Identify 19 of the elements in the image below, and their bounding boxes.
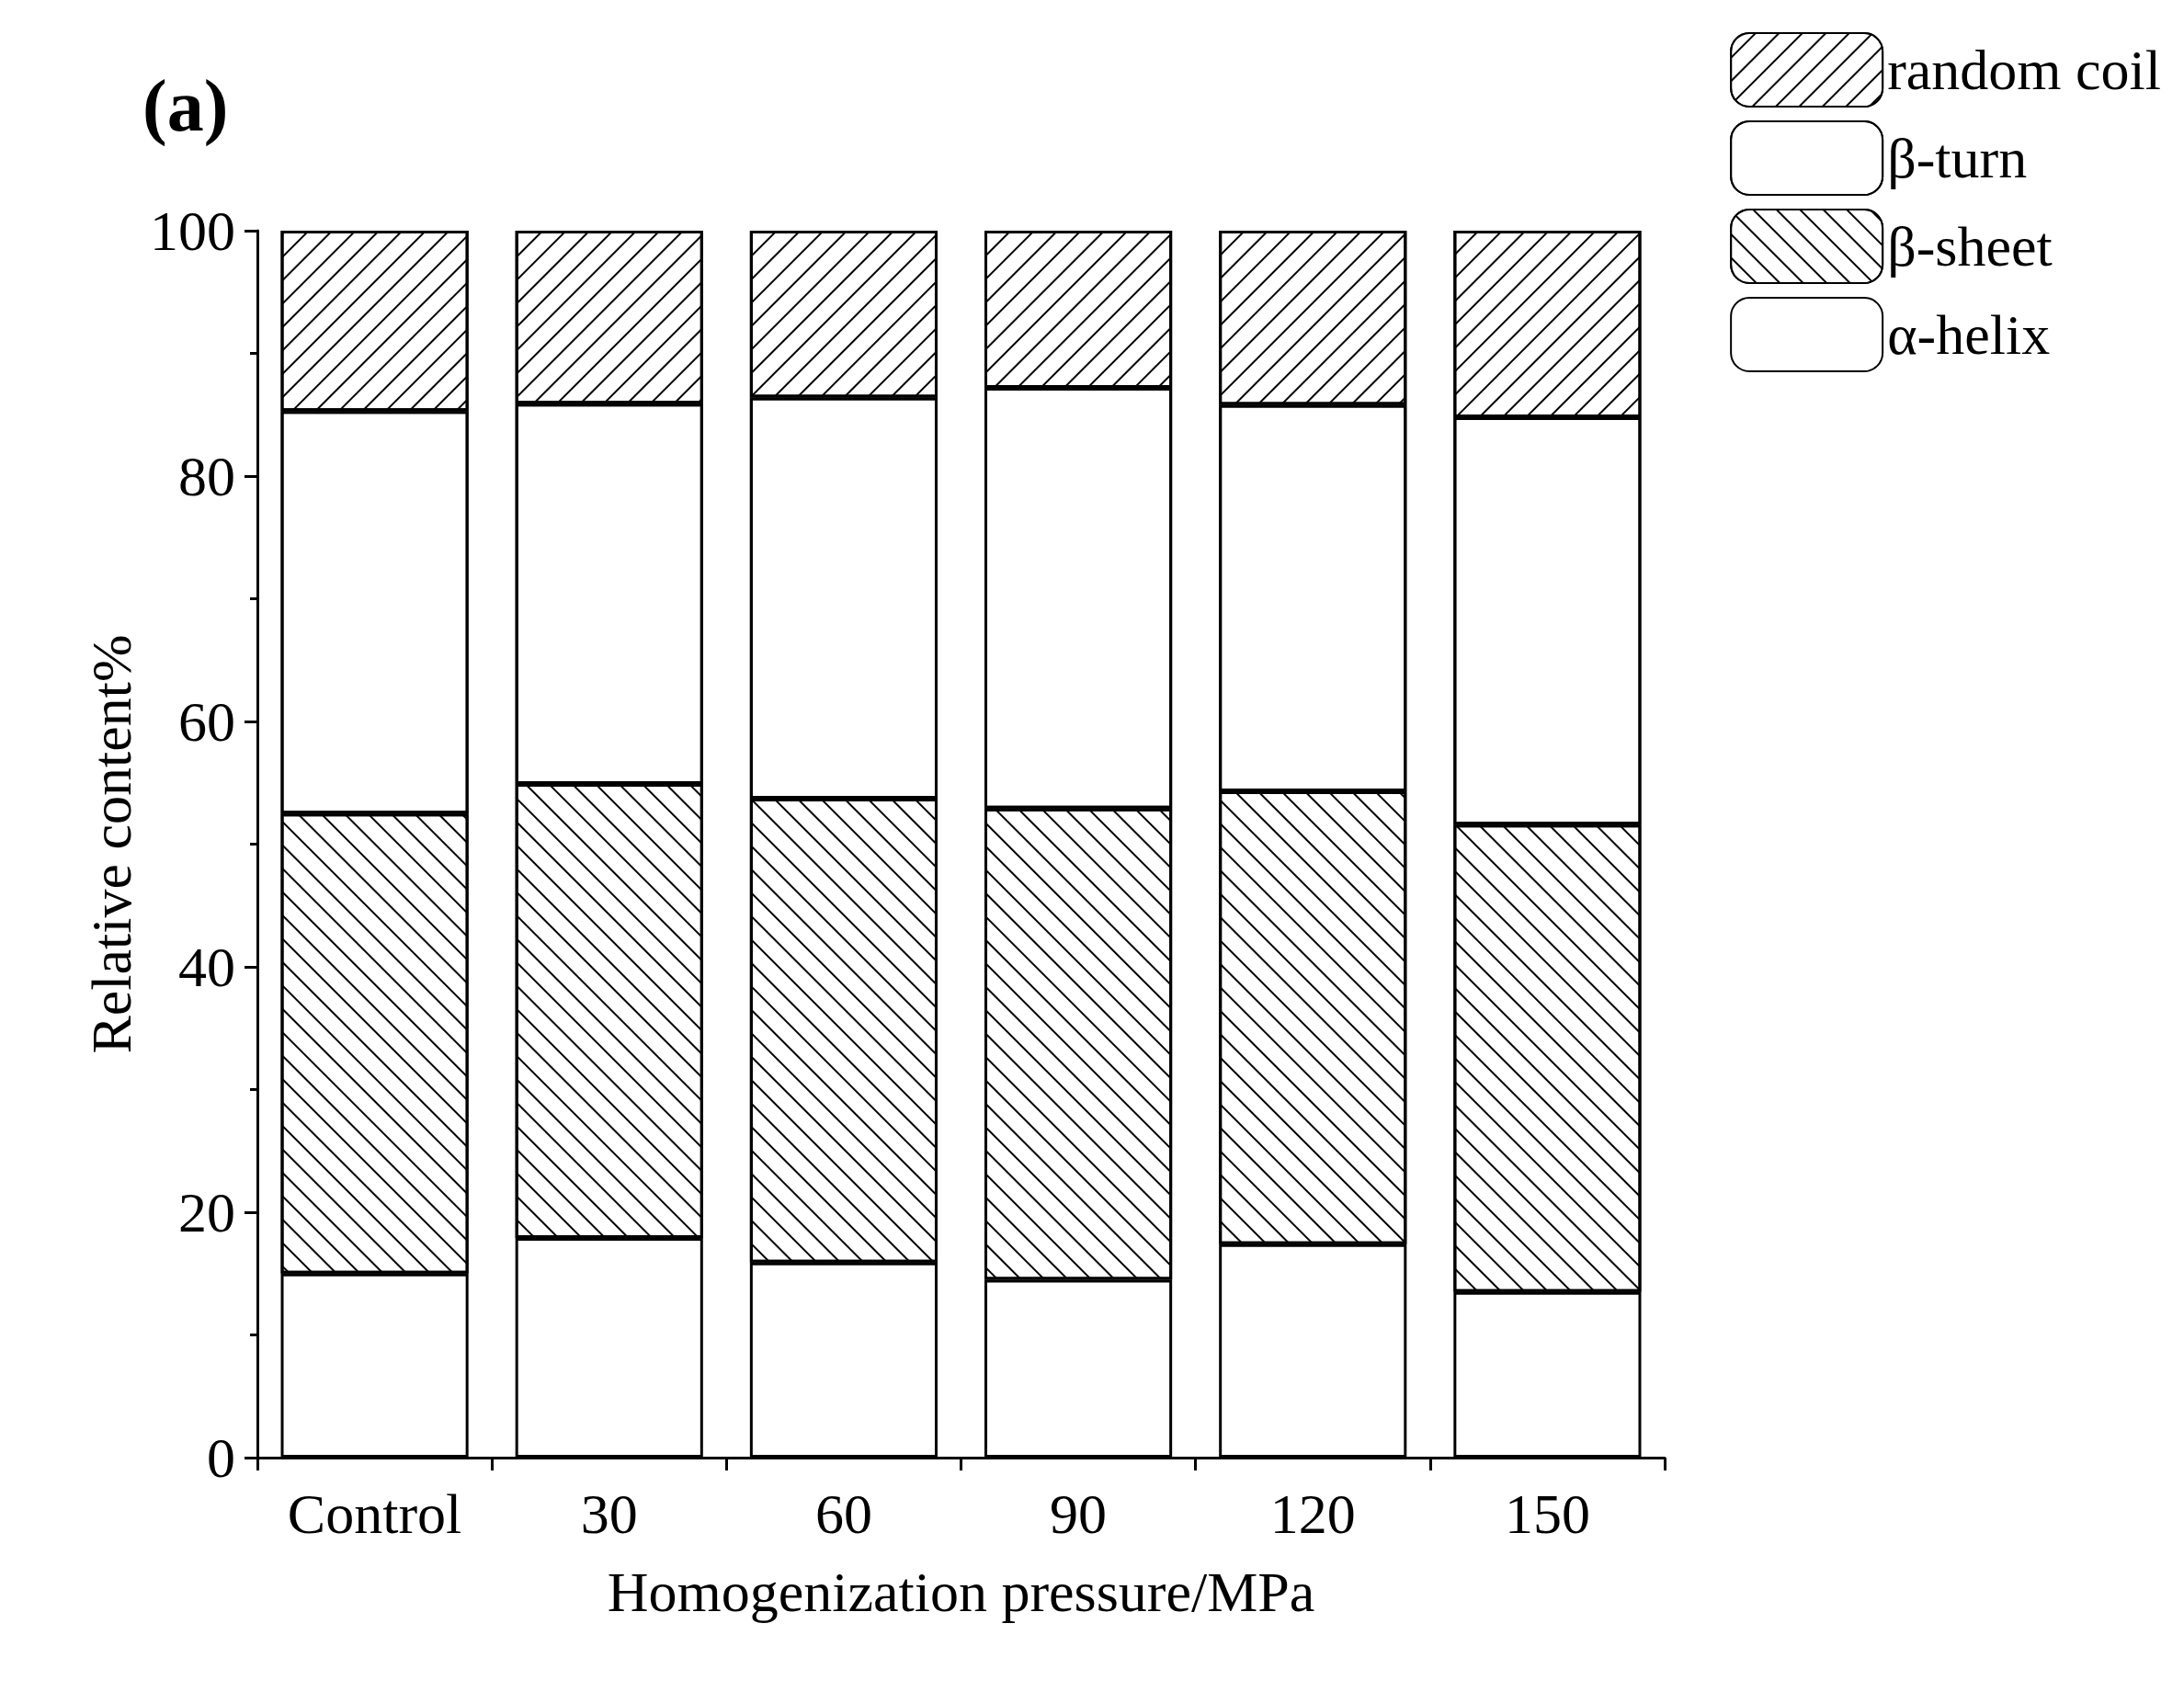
x-tick-label: 120 bbox=[1269, 1482, 1356, 1545]
legend-label: β-turn bbox=[1887, 127, 2028, 189]
x-tick-label: 60 bbox=[814, 1482, 872, 1545]
x-axis-title: Homogenization pressure/MPa bbox=[607, 1561, 1315, 1623]
legend-label: random coil bbox=[1887, 39, 2162, 101]
y-tick-label: 60 bbox=[178, 690, 235, 753]
legend-label: α-helix bbox=[1887, 303, 2051, 366]
y-tick-label: 80 bbox=[178, 445, 235, 507]
y-tick-label: 40 bbox=[178, 936, 235, 998]
y-tick-label: 0 bbox=[207, 1426, 235, 1489]
x-tick-label: 30 bbox=[580, 1482, 638, 1545]
y-axis-title: Relative content% bbox=[80, 634, 143, 1054]
legend-label: β-sheet bbox=[1887, 215, 2053, 278]
x-tick-label: 90 bbox=[1050, 1482, 1108, 1545]
x-tick-label: 150 bbox=[1504, 1482, 1590, 1545]
y-tick-label: 20 bbox=[178, 1181, 235, 1243]
chart-title: (a) bbox=[142, 65, 229, 147]
y-tick-label: 100 bbox=[150, 199, 235, 262]
x-tick-label: Control bbox=[287, 1482, 462, 1545]
